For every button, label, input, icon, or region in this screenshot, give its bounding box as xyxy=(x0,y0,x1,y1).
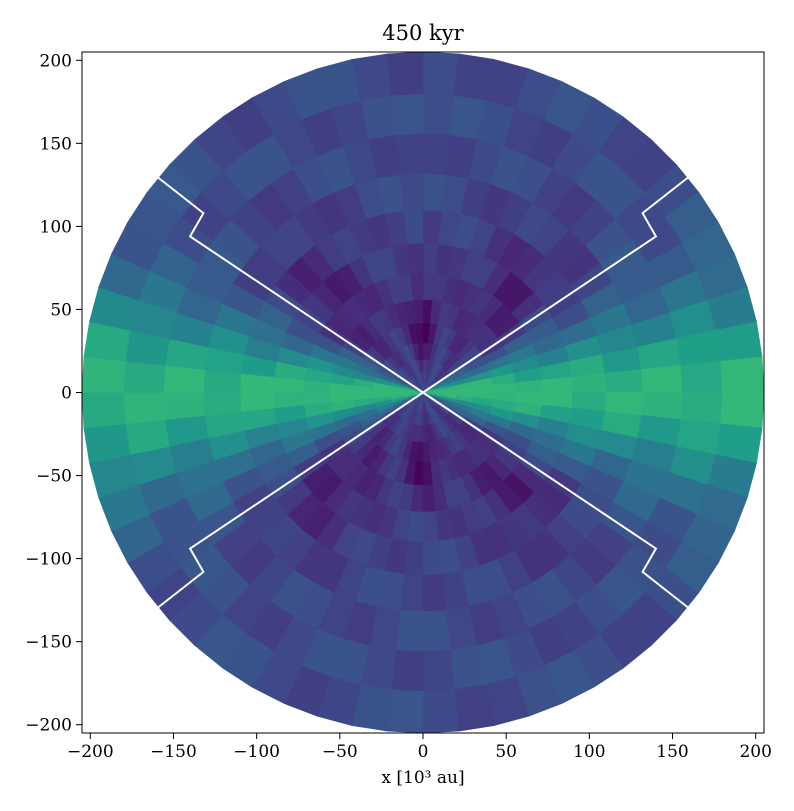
x-axis: −200 −150 −100 −50 0 50 100 150 200 xyxy=(67,733,772,762)
contour-lines xyxy=(156,175,690,610)
heatmap-cell xyxy=(403,209,424,245)
x-tick-label: −150 xyxy=(150,742,197,762)
y-tick-label: −200 xyxy=(25,716,72,736)
heatmap-cell xyxy=(422,511,439,543)
heatmap-cell xyxy=(422,93,455,136)
heatmap-cell xyxy=(422,540,443,576)
heatmap-cell xyxy=(541,376,574,393)
heatmap-cell xyxy=(239,392,275,412)
heatmap-cell xyxy=(720,356,764,393)
heatmap-cell xyxy=(82,356,126,393)
heatmap-cell xyxy=(680,392,723,425)
x-tick-label: −50 xyxy=(322,742,358,762)
x-axis-label: x [10³ au] xyxy=(381,768,464,788)
heatmap-cell xyxy=(395,610,424,652)
heatmap-cell xyxy=(163,392,205,420)
x-tick-label: −200 xyxy=(67,742,114,762)
heatmap-cell xyxy=(422,52,459,96)
heatmap-cell xyxy=(422,689,459,733)
y-tick-label: 150 xyxy=(40,134,72,154)
heatmap-cell xyxy=(604,369,643,393)
x-tick-label: 50 xyxy=(495,742,517,762)
contour-line xyxy=(156,175,424,394)
y-axis: −200 −150 −100 −50 0 50 100 150 200 xyxy=(25,51,82,736)
heatmap-cell xyxy=(123,360,166,393)
heatmap-cell xyxy=(422,573,447,613)
heatmap-cell xyxy=(422,649,455,692)
heatmap-cell xyxy=(272,392,305,409)
x-tick-label: 150 xyxy=(656,742,688,762)
x-tick-label: 200 xyxy=(739,742,771,762)
heatmap-cell xyxy=(391,93,424,136)
heatmap-cell xyxy=(720,392,764,429)
heatmap-cell xyxy=(391,649,424,692)
heatmap-cell xyxy=(641,392,683,420)
heatmap-cell xyxy=(680,360,723,393)
heatmap-cell xyxy=(641,365,683,393)
y-tick-label: 100 xyxy=(40,217,72,237)
heatmap-cell xyxy=(399,172,424,212)
heatmap-cell xyxy=(422,133,451,175)
y-tick-label: 200 xyxy=(40,51,72,71)
x-tick-label: 0 xyxy=(418,742,429,762)
heatmap-cell xyxy=(203,392,242,416)
x-tick-label: 100 xyxy=(573,742,605,762)
contour-line xyxy=(156,391,424,610)
heatmap-cell xyxy=(571,373,607,393)
x-tick-label: −100 xyxy=(233,742,280,762)
contour-line xyxy=(422,391,690,610)
y-tick-label: −150 xyxy=(25,633,72,653)
heatmap-cell xyxy=(387,689,424,733)
heatmap-cell xyxy=(163,365,205,393)
contour-line xyxy=(422,175,690,394)
y-tick-label: −50 xyxy=(36,467,72,487)
heatmap-cell xyxy=(123,392,166,425)
y-tick-label: 50 xyxy=(50,300,72,320)
heatmap-cell xyxy=(422,610,451,652)
heatmap-cell xyxy=(407,242,424,274)
y-tick-label: 0 xyxy=(61,384,72,404)
heatmap-cell xyxy=(387,52,424,96)
y-tick-label: −100 xyxy=(25,550,72,570)
heatmap-cell xyxy=(395,133,424,175)
heatmap-cell xyxy=(82,392,126,429)
heatmap-cells xyxy=(82,52,764,733)
chart-title: 450 kyr xyxy=(382,21,464,45)
